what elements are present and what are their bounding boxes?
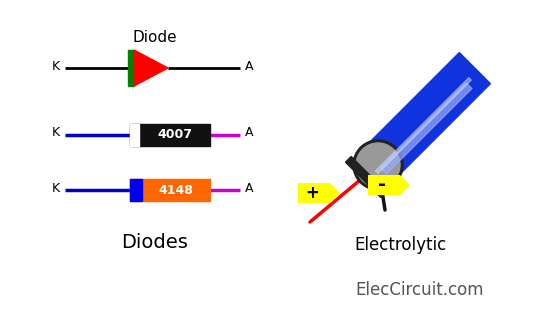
Text: -: - [378, 175, 387, 194]
Text: A: A [245, 126, 254, 139]
Text: K: K [52, 60, 60, 72]
Polygon shape [134, 50, 168, 86]
Text: +: + [305, 184, 320, 202]
Polygon shape [350, 52, 491, 193]
Bar [128, 50, 134, 86]
Text: 4007: 4007 [157, 129, 192, 142]
Bar [130, 124, 139, 146]
Polygon shape [381, 83, 472, 174]
Bar [130, 179, 210, 201]
Bar [130, 124, 210, 146]
Text: A: A [245, 182, 254, 194]
Text: ElecCircuit.com: ElecCircuit.com [356, 281, 484, 299]
Polygon shape [345, 157, 387, 197]
Polygon shape [298, 183, 340, 203]
Bar [130, 179, 142, 201]
Text: K: K [52, 126, 60, 139]
Text: Electrolytic: Electrolytic [354, 236, 446, 254]
Text: Diode: Diode [133, 31, 177, 46]
Text: Diodes: Diodes [122, 232, 189, 251]
Text: 4148: 4148 [158, 183, 193, 197]
Circle shape [356, 143, 400, 187]
Polygon shape [368, 175, 410, 195]
Text: K: K [52, 182, 60, 194]
Polygon shape [376, 78, 471, 173]
Circle shape [353, 140, 403, 190]
Text: A: A [245, 60, 254, 72]
